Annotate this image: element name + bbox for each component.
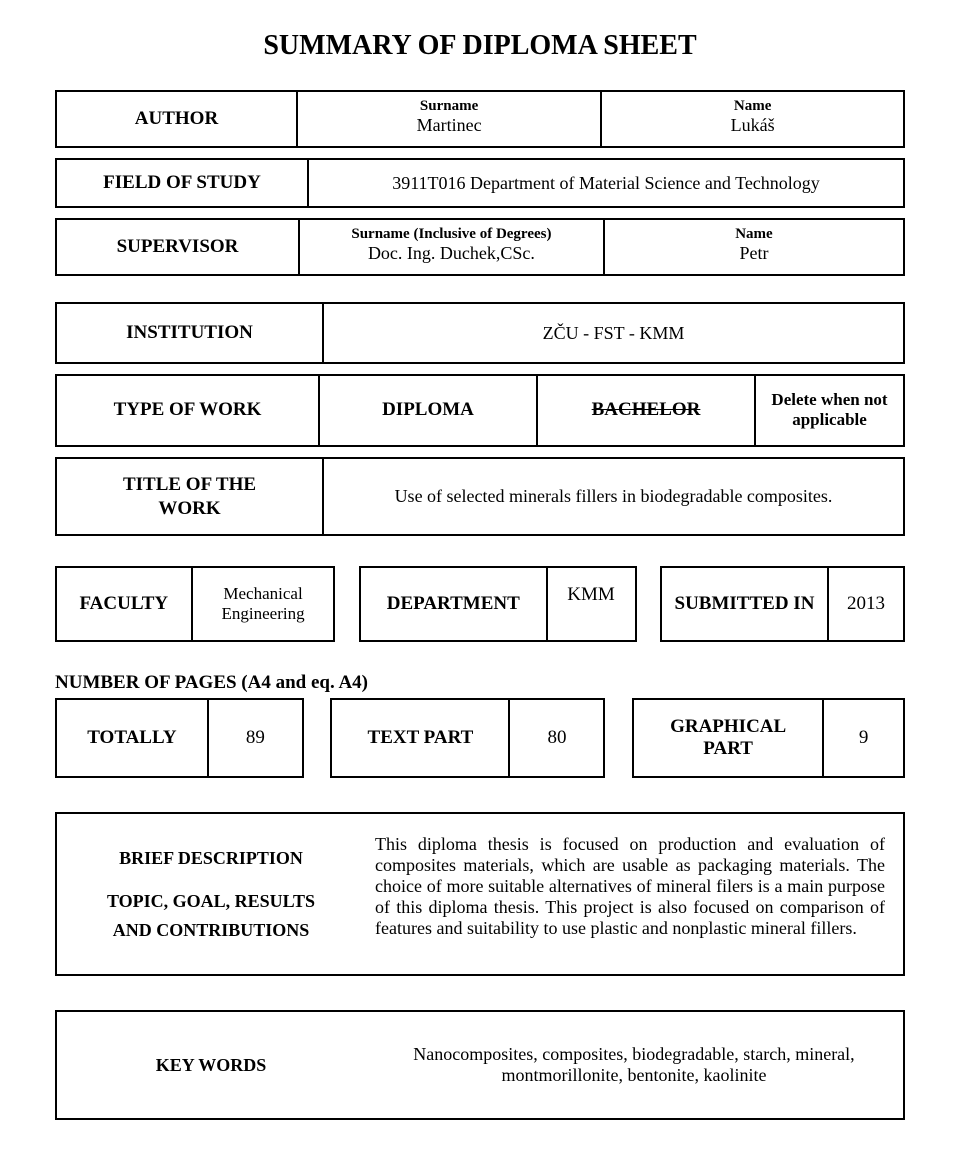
author-surname-label: Surname [308,98,590,115]
author-surname-cell: Surname Martinec [297,91,601,147]
titleofwork-row: TITLE OF THE WORK Use of selected minera… [55,457,905,537]
totally-label: TOTALLY [56,699,208,777]
faculty-value: Mechanical Engineering [192,567,335,641]
titleofwork-value: Use of selected minerals fillers in biod… [323,458,904,536]
faculty-row: FACULTY Mechanical Engineering DEPARTMEN… [55,566,905,642]
supervisor-name-label: Name [615,226,893,243]
supervisor-surname-cell: Surname (Inclusive of Degrees) Doc. Ing.… [299,219,604,275]
titleofwork-label: TITLE OF THE WORK [56,458,323,536]
graphical-label: GRAPHICAL PART [633,699,823,777]
textpart-value: 80 [509,699,604,777]
institution-label: INSTITUTION [56,303,323,363]
typeofwork-diploma: DIPLOMA [319,375,537,446]
faculty-value-line1: Mechanical [223,584,302,603]
submitted-value: 2013 [828,567,904,641]
supervisor-name-value: Petr [615,243,893,264]
author-surname-value: Martinec [308,115,590,136]
institution-row: INSTITUTION ZČU - FST - KMM [55,302,905,364]
brief-description-block: BRIEF DESCRIPTION TOPIC, GOAL, RESULTS A… [55,812,905,976]
brief-heading-line2: TOPIC, GOAL, RESULTS [71,887,351,916]
author-name-label: Name [612,98,893,115]
titleofwork-label-line1: TITLE OF THE [123,474,256,495]
graphical-label-line1: GRAPHICAL [670,716,786,737]
field-value: 3911T016 Department of Material Science … [308,159,904,207]
supervisor-surname-label: Surname (Inclusive of Degrees) [310,226,593,243]
pages-header: NUMBER OF PAGES (A4 and eq. A4) [55,672,905,694]
department-value: KMM [547,567,636,641]
author-name-value: Lukáš [612,115,893,136]
keywords-text: Nanocomposites, composites, biodegradabl… [365,1011,904,1119]
supervisor-row: SUPERVISOR Surname (Inclusive of Degrees… [55,218,905,276]
author-name-cell: Name Lukáš [601,91,904,147]
totally-value: 89 [208,699,303,777]
department-label: DEPARTMENT [360,567,547,641]
textpart-label: TEXT PART [331,699,509,777]
field-label: FIELD OF STUDY [56,159,308,207]
page-title: SUMMARY OF DIPLOMA SHEET [55,30,905,62]
pages-row: TOTALLY 89 TEXT PART 80 GRAPHICAL PART 9 [55,698,905,778]
field-row: FIELD OF STUDY 3911T016 Department of Ma… [55,158,905,208]
brief-heading-line1: BRIEF DESCRIPTION [71,844,351,873]
brief-heading-line3: AND CONTRIBUTIONS [71,916,351,945]
faculty-value-line2: Engineering [222,604,305,623]
author-row: AUTHOR Surname Martinec Name Lukáš [55,90,905,148]
author-label: AUTHOR [56,91,297,147]
submitted-label: SUBMITTED IN [661,567,828,641]
typeofwork-label: TYPE OF WORK [56,375,319,446]
keywords-label: KEY WORDS [56,1011,365,1119]
brief-heading: BRIEF DESCRIPTION TOPIC, GOAL, RESULTS A… [56,813,365,975]
supervisor-label: SUPERVISOR [56,219,299,275]
faculty-label: FACULTY [56,567,192,641]
diploma-sheet-page: SUMMARY OF DIPLOMA SHEET AUTHOR Surname … [0,0,960,1150]
titleofwork-label-line2: WORK [158,498,220,519]
graphical-label-line2: PART [703,738,753,759]
institution-value: ZČU - FST - KMM [323,303,904,363]
supervisor-name-cell: Name Petr [604,219,904,275]
supervisor-surname-value: Doc. Ing. Duchek,CSc. [310,243,593,264]
typeofwork-bachelor: BACHELOR [537,375,755,446]
brief-text: This diploma thesis is focused on produc… [365,813,904,975]
keywords-block: KEY WORDS Nanocomposites, composites, bi… [55,1010,905,1120]
graphical-value: 9 [823,699,904,777]
typeofwork-note: Delete when not applicable [755,375,904,446]
typeofwork-row: TYPE OF WORK DIPLOMA BACHELOR Delete whe… [55,374,905,447]
